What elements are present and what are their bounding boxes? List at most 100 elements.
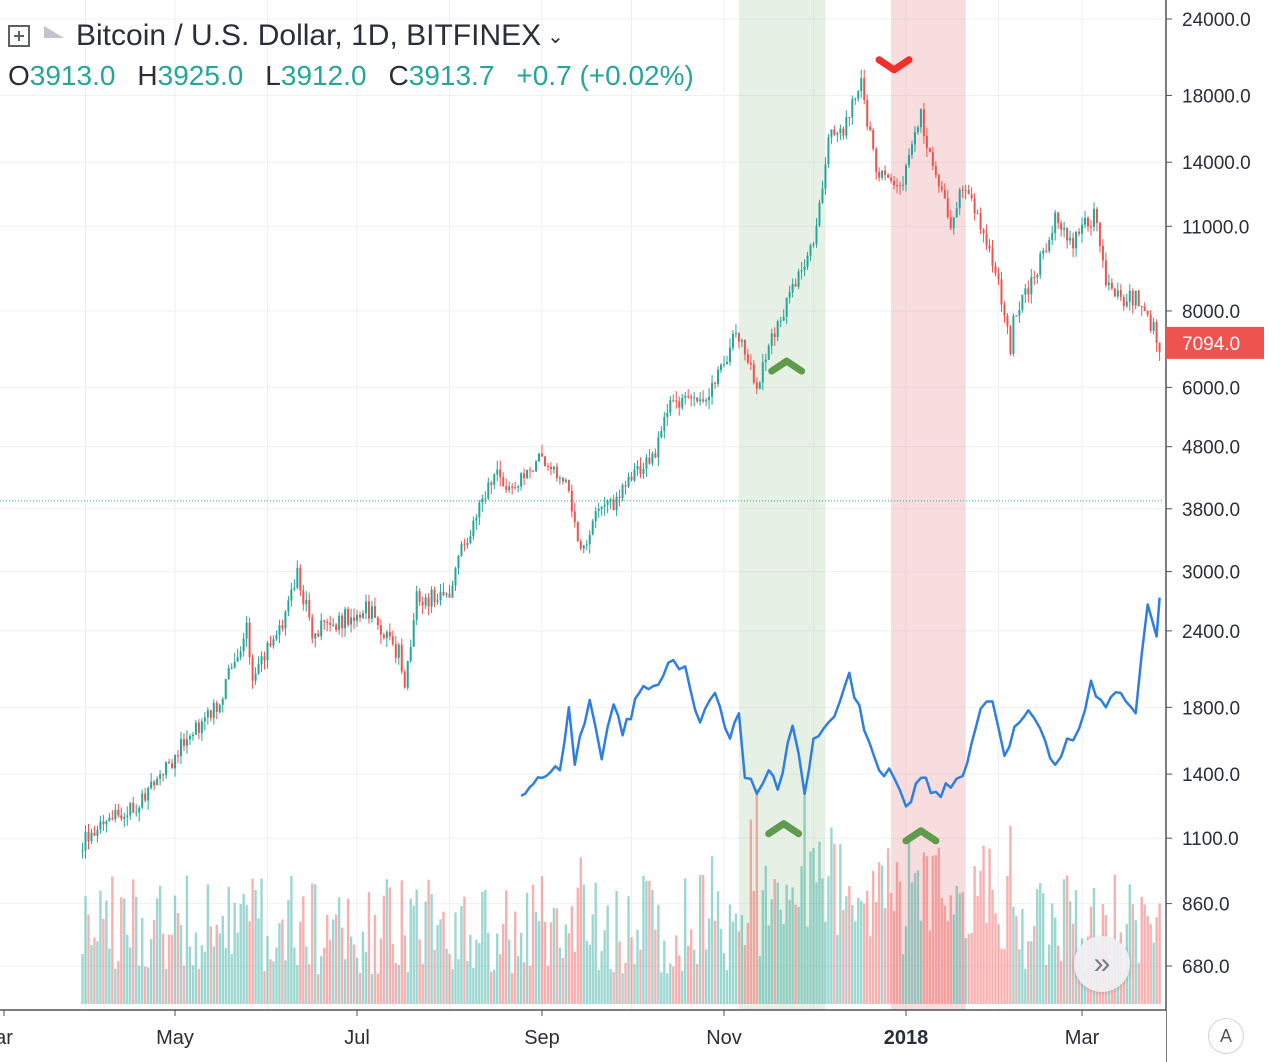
volume-bar	[863, 903, 866, 1004]
volume-bar	[176, 913, 180, 1004]
candle-body	[538, 453, 541, 462]
volume-bar	[382, 895, 386, 1004]
candle-body	[415, 591, 418, 620]
volume-bar	[266, 936, 269, 1004]
volume-bar	[1128, 884, 1131, 1004]
candle-body	[275, 634, 278, 640]
volume-bar	[534, 911, 538, 1004]
symbol-title[interactable]: Bitcoin / U.S. Dollar, 1D, BITFINEX	[76, 19, 542, 52]
candle-body	[746, 354, 749, 363]
volume-bar	[1036, 888, 1039, 1004]
candle-body	[1075, 231, 1078, 249]
candle-body	[254, 673, 257, 681]
candle-body	[329, 622, 332, 626]
volume-bar	[490, 971, 493, 1004]
candle-body	[194, 722, 197, 735]
chevron-down-icon[interactable]: ⌄	[547, 25, 564, 48]
volume-bar	[502, 923, 505, 1004]
candle-body	[532, 470, 535, 472]
candle-body	[326, 621, 329, 623]
candle-body	[952, 217, 955, 229]
candle-body	[87, 831, 90, 842]
candle-body	[672, 400, 675, 402]
candle-body	[1060, 223, 1063, 230]
volume-bar	[866, 890, 869, 1004]
candle-body	[388, 631, 391, 637]
candle-body	[266, 642, 269, 661]
candle-body	[907, 154, 910, 166]
volume-bar	[889, 892, 893, 1004]
volume-bar	[576, 887, 580, 1004]
candle-body	[1009, 326, 1012, 354]
volume-bar	[1152, 942, 1155, 1004]
volume-bar	[460, 906, 463, 1004]
candle-body	[654, 453, 657, 458]
volume-bar	[886, 848, 890, 1004]
volume-bar	[1009, 826, 1012, 1004]
volume-bar	[824, 921, 827, 1004]
volume-bar	[269, 959, 272, 1004]
volume-bar	[779, 909, 782, 1004]
volume-bar	[120, 897, 123, 1004]
volume-bar	[522, 962, 526, 1004]
volume-bar	[722, 953, 726, 1004]
candle-body	[696, 397, 699, 402]
candle-body	[469, 536, 472, 544]
candle-body	[105, 821, 108, 825]
candle-body	[156, 778, 159, 786]
indicator-series-line	[520, 597, 1161, 808]
volume-bar	[394, 963, 398, 1004]
candle-body	[418, 591, 421, 602]
collapse-toggle-icon[interactable]	[8, 25, 30, 47]
volume-bar	[913, 873, 917, 1004]
candle-body	[543, 456, 546, 467]
candle-body	[367, 601, 370, 619]
flag-icon	[44, 26, 64, 38]
volume-bar	[111, 876, 114, 1004]
volume-bar	[943, 905, 946, 1004]
volume-bar	[830, 827, 833, 1004]
volume-bar	[681, 970, 684, 1004]
volume-bar	[469, 934, 472, 1004]
volume-bar	[191, 965, 195, 1004]
volume-bar	[716, 891, 720, 1004]
candle-body	[317, 633, 320, 637]
volume-bar	[922, 852, 926, 1004]
auto-scale-button[interactable]: A	[1208, 1018, 1244, 1054]
volume-bar	[788, 899, 791, 1004]
volume-bar	[478, 942, 481, 1004]
candle-body	[251, 657, 254, 681]
volume-bar	[540, 876, 544, 1004]
volume-bar	[430, 893, 433, 1004]
volume-bar	[287, 899, 290, 1004]
volume-bar	[684, 878, 687, 1004]
candle-body	[1101, 245, 1104, 261]
volume-bar	[1158, 903, 1161, 1004]
candle-body	[767, 345, 770, 360]
volume-bar	[415, 889, 418, 1004]
price-tick-label: 1400.0	[1182, 765, 1240, 786]
candle-body	[299, 567, 302, 591]
volume-bar	[695, 963, 699, 1004]
candle-body	[436, 600, 439, 603]
candle-body	[773, 333, 776, 338]
candle-body	[681, 397, 684, 408]
candle-body	[970, 194, 973, 199]
candle-body	[197, 722, 200, 733]
candle-body	[147, 788, 150, 801]
volume-bar	[251, 878, 254, 1004]
candle-body	[860, 78, 863, 92]
candle-body	[1021, 294, 1024, 310]
scroll-to-realtime-button[interactable]: »	[1074, 936, 1130, 992]
candle-body	[394, 643, 397, 658]
volume-bar	[1083, 971, 1087, 1004]
volume-bar	[391, 944, 395, 1004]
volume-bar	[93, 937, 96, 1004]
volume-bar	[785, 884, 788, 1004]
volume-bar	[651, 890, 654, 1004]
symbol-row[interactable]: Bitcoin / U.S. Dollar, 1D, BITFINEX ⌄	[8, 18, 694, 54]
candle-body	[376, 617, 379, 626]
volume-bar	[746, 923, 750, 1004]
